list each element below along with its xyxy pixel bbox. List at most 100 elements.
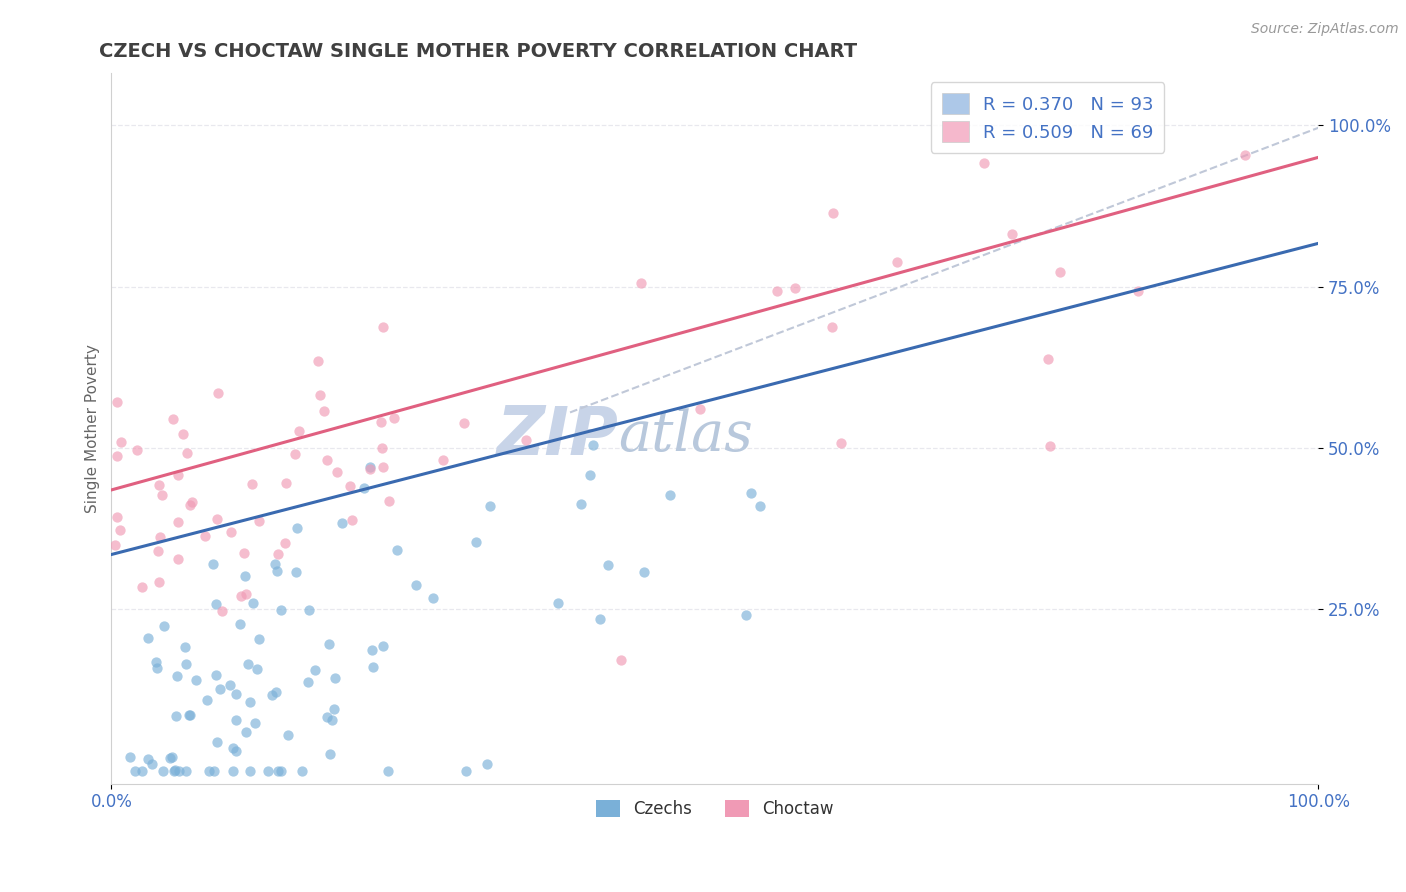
Point xyxy=(735,607,758,622)
Point xyxy=(318,637,340,651)
Point xyxy=(371,320,394,334)
Point xyxy=(153,619,176,633)
Point xyxy=(105,395,128,409)
Point xyxy=(141,756,163,771)
Point xyxy=(205,597,228,611)
Point xyxy=(177,707,200,722)
Point xyxy=(165,709,187,723)
Point xyxy=(166,669,188,683)
Point xyxy=(104,538,127,552)
Point xyxy=(823,206,845,220)
Point xyxy=(330,516,353,530)
Point xyxy=(221,524,243,539)
Point xyxy=(127,442,149,457)
Point xyxy=(247,515,270,529)
Point xyxy=(596,558,619,573)
Point xyxy=(174,764,197,778)
Point xyxy=(174,640,197,655)
Point xyxy=(238,657,260,671)
Point xyxy=(298,603,321,617)
Point xyxy=(146,544,169,558)
Point xyxy=(176,445,198,459)
Point xyxy=(547,596,569,610)
Point xyxy=(267,547,290,561)
Point xyxy=(150,487,173,501)
Point xyxy=(131,764,153,778)
Point xyxy=(633,565,655,579)
Point xyxy=(422,591,444,605)
Point xyxy=(163,764,186,778)
Point xyxy=(578,467,600,482)
Point xyxy=(152,764,174,778)
Point xyxy=(131,580,153,594)
Point xyxy=(162,764,184,778)
Point xyxy=(340,513,363,527)
Point xyxy=(370,416,392,430)
Point xyxy=(270,764,292,778)
Text: Source: ZipAtlas.com: Source: ZipAtlas.com xyxy=(1251,22,1399,37)
Point xyxy=(361,643,384,657)
Point xyxy=(454,764,477,778)
Point xyxy=(260,688,283,702)
Point xyxy=(162,412,184,426)
Point xyxy=(233,569,256,583)
Point xyxy=(748,499,770,513)
Point xyxy=(257,764,280,778)
Point xyxy=(973,156,995,170)
Point xyxy=(382,411,405,425)
Legend: Czechs, Choctaw: Czechs, Choctaw xyxy=(589,794,839,825)
Point xyxy=(359,460,381,475)
Point xyxy=(207,386,229,401)
Point xyxy=(160,750,183,764)
Point xyxy=(569,497,592,511)
Point xyxy=(1233,147,1256,161)
Point xyxy=(108,523,131,537)
Point xyxy=(240,477,263,491)
Point xyxy=(159,750,181,764)
Point xyxy=(326,465,349,479)
Point xyxy=(105,449,128,463)
Point xyxy=(136,752,159,766)
Point xyxy=(288,424,311,438)
Point xyxy=(124,764,146,778)
Point xyxy=(233,545,256,559)
Point xyxy=(274,535,297,549)
Point xyxy=(198,764,221,778)
Point xyxy=(222,764,245,778)
Point xyxy=(166,552,188,566)
Point xyxy=(205,668,228,682)
Point xyxy=(264,557,287,571)
Point xyxy=(194,529,217,543)
Point xyxy=(821,319,844,334)
Point xyxy=(145,656,167,670)
Y-axis label: Single Mother Poverty: Single Mother Poverty xyxy=(86,344,100,513)
Point xyxy=(285,521,308,535)
Point xyxy=(307,354,329,368)
Point xyxy=(225,743,247,757)
Point xyxy=(1128,284,1150,298)
Point xyxy=(235,587,257,601)
Point xyxy=(211,604,233,618)
Point xyxy=(371,459,394,474)
Point xyxy=(267,764,290,778)
Point xyxy=(225,688,247,702)
Point xyxy=(373,639,395,653)
Point xyxy=(740,485,762,500)
Point xyxy=(830,435,852,450)
Point xyxy=(179,498,201,512)
Point xyxy=(202,764,225,778)
Point xyxy=(589,611,612,625)
Point xyxy=(377,764,399,778)
Point xyxy=(274,475,297,490)
Point xyxy=(339,478,361,492)
Point xyxy=(353,481,375,495)
Point xyxy=(247,632,270,646)
Point xyxy=(264,685,287,699)
Point xyxy=(167,468,190,483)
Point xyxy=(378,494,401,508)
Point xyxy=(1036,351,1059,366)
Point xyxy=(284,448,307,462)
Point xyxy=(197,692,219,706)
Point xyxy=(105,510,128,524)
Point xyxy=(229,616,252,631)
